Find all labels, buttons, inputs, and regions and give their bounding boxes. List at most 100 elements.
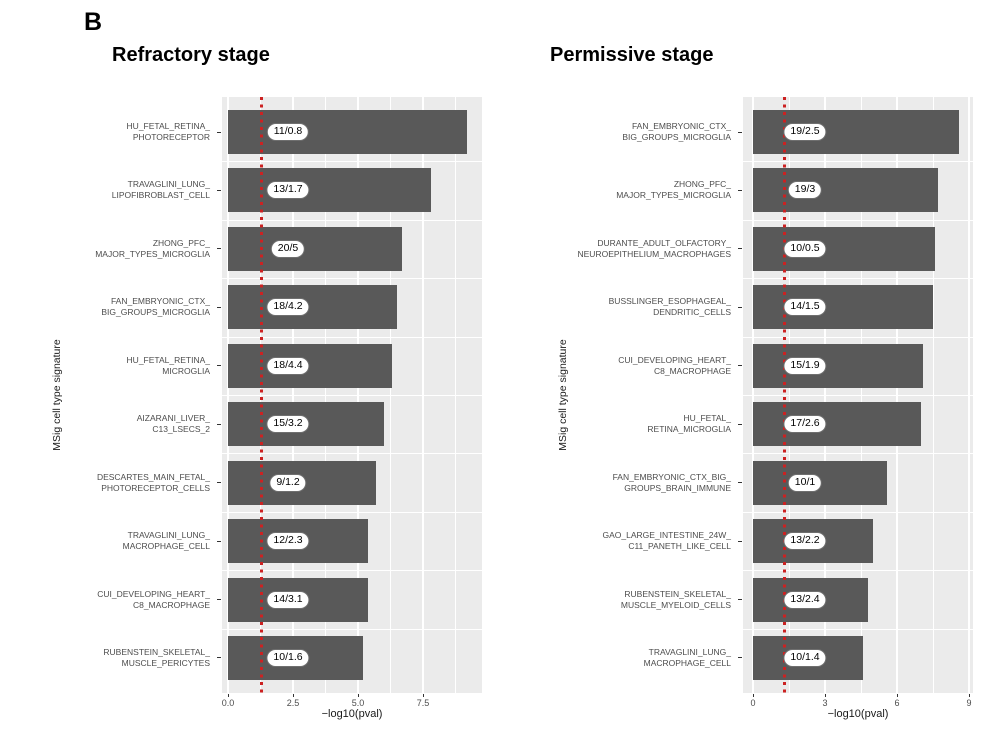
bar-badge: 10/1 [787,473,823,492]
bar [228,226,403,271]
x-tick-label: 9 [966,698,972,708]
y-tick [217,540,221,542]
bar [228,110,468,155]
bar [753,168,938,213]
chart-title-permissive: Permissive stage [550,44,714,66]
bar-badge: 11/0.8 [266,123,310,142]
y-tick [738,599,742,600]
bar-badge: 10/1.6 [266,648,310,667]
y-axis-label: GAO_LARGE_INTESTINE_24W_ C11_PANETH_LIKE_… [602,530,732,552]
y-axis-label: TRAVAGLINI_LUNG_ MACROPHAGE_CELL [643,646,731,668]
x-axis-title: −log10(pval) [827,708,889,720]
row-separator [743,628,973,630]
bar-badge: 10/0.5 [783,239,827,258]
y-tick [217,423,221,425]
y-tick [738,189,742,191]
y-axis-label: TRAVAGLINI_LUNG_ MACROPHAGE_CELL [122,530,210,552]
bar [228,285,397,330]
panel-background [222,97,482,693]
x-tick [968,694,970,697]
bar [753,285,933,330]
bar-badge: 10/1.4 [783,648,827,667]
y-tick [738,248,742,250]
x-tick [824,694,826,697]
y-tick [217,657,221,659]
y-axis-label: BUSSLINGER_ESOPHAGEAL_ DENDRITIC_CELLS [608,296,731,318]
y-tick [217,306,221,308]
row-separator [222,219,482,221]
bar-badge: 17/2.6 [783,415,827,434]
x-tick [896,694,898,697]
y-tick [217,482,221,484]
y-tick [217,131,221,133]
row-separator [743,336,973,338]
y-tick [217,365,221,367]
y-axis-label: DURANTE_ADULT_OLFACTORY_ NEUROEPITHELIUM_… [577,237,732,259]
y-axis-label: RUBENSTEIN_SKELETAL_ MUSCLE_MYELOID_CELLS [620,588,731,610]
bar-badge: 19/2.5 [783,123,827,142]
y-axis-label: RUBENSTEIN_SKELETAL_ MUSCLE_PERICYTES [103,646,210,668]
y-axis-label: TRAVAGLINI_LUNG_ LIPOFIBROBLAST_CELL [111,179,210,201]
panel-background [743,97,973,693]
x-tick [422,694,424,697]
x-tick [357,694,359,697]
y-tick [738,131,742,133]
y-tick [738,482,742,484]
y-axis-label: HU_FETAL_RETINA_MICROGLIA [647,413,731,435]
bar [753,402,921,447]
y-tick [738,306,742,308]
y-tick [217,189,221,191]
y-axis-label: FAN_EMBRYONIC_CTX_ BIG_GROUPS_MICROGLIA [622,121,731,143]
bar-badge: 13/1.7 [266,181,310,200]
x-tick-label: 5.0 [351,698,365,708]
row-separator [743,453,973,455]
bar-badge: 14/1.5 [783,298,827,317]
row-separator [743,219,973,221]
row-separator [743,511,973,513]
row-separator [743,278,973,280]
row-separator [222,570,482,572]
x-axis-title: −log10(pval) [321,708,383,720]
bar-badge: 18/4.4 [266,356,310,375]
row-separator [222,453,482,455]
row-separator [222,628,482,630]
y-axis-label: AIZARANI_LIVER_ C13_LSECS_2 [136,413,210,435]
y-axis-label: FAN_EMBRYONIC_CTX_BIG_ GROUPS_BRAIN_IMMUN… [612,471,731,493]
y-axis-label: FAN_EMBRYONIC_CTX_ BIG_GROUPS_MICROGLIA [101,296,210,318]
x-tick [227,694,229,697]
y-axis-label: DESCARTES_MAIN_FETAL_ PHOTORECEPTOR_CELLS [96,471,210,493]
y-axis-label: ZHONG_PFC_ MAJOR_TYPES_MICROGLIA [616,179,731,201]
y-tick [738,540,742,542]
y-tick [738,657,742,659]
row-separator [743,161,973,163]
bar [228,168,431,213]
x-tick [292,694,294,697]
bar-badge: 14/3.1 [266,590,310,609]
row-separator [222,395,482,396]
bar-badge: 13/2.2 [783,532,827,551]
bar-badge: 9/1.2 [269,473,307,492]
bar [753,343,924,388]
panel-letter: B [84,8,103,36]
x-tick [752,694,754,697]
x-tick-label: 7.5 [416,698,430,708]
bar-badge: 20/5 [270,239,306,258]
row-separator [743,570,973,572]
y-tick [217,248,221,250]
row-separator [222,161,482,163]
y-tick [738,365,742,367]
x-tick-label: 6 [894,698,900,708]
bar-badge: 15/1.9 [783,356,827,375]
bar-badge: 19/3 [787,181,823,200]
bar-badge: 15/3.2 [266,415,310,434]
y-tick [217,599,221,600]
bar-badge: 13/2.4 [783,590,827,609]
y-tick [738,423,742,425]
row-separator [222,336,482,338]
x-tick-label: 0.0 [221,698,235,708]
y-axis-label: CUI_DEVELOPING_HEART_ C8_MACROPHAGE [618,354,731,376]
bar-badge: 12/2.3 [266,532,310,551]
significance-threshold-line [782,97,786,693]
bar [228,343,392,388]
